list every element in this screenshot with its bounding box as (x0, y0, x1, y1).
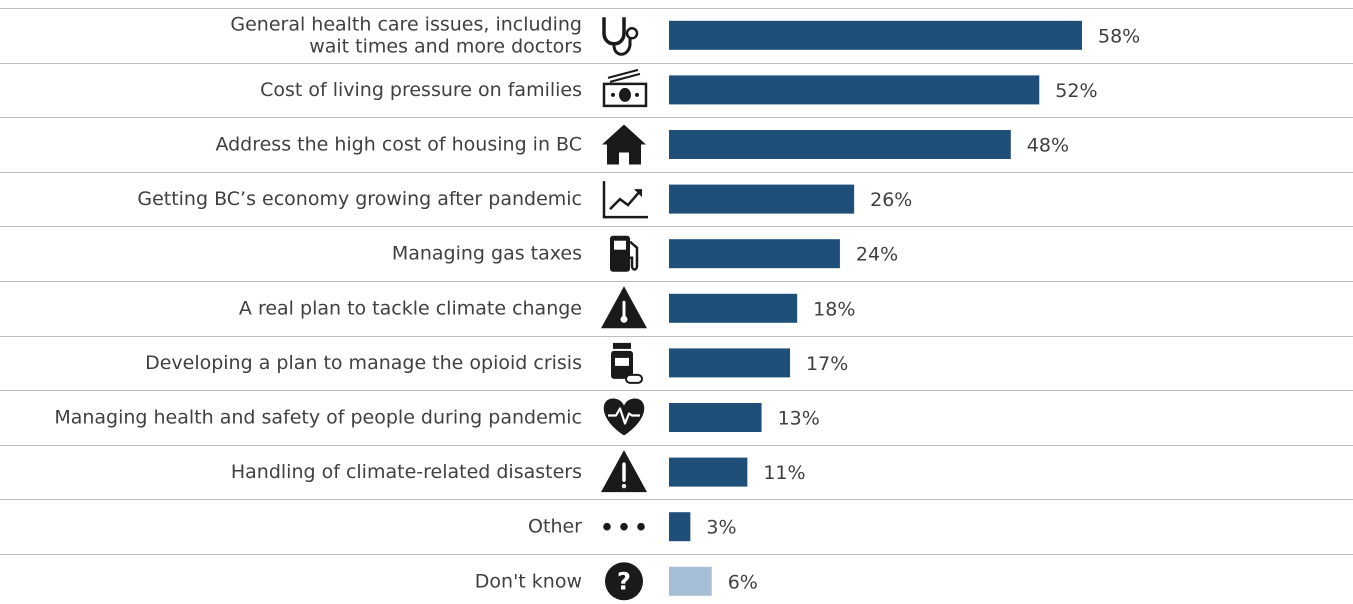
question-icon: ? (605, 562, 643, 601)
growth-chart-icon (602, 181, 648, 219)
bar (669, 566, 712, 596)
bars (669, 20, 1082, 596)
bar (669, 457, 748, 487)
money-icon (602, 68, 648, 108)
bar (669, 20, 1082, 50)
row-separators (0, 8, 1353, 555)
stethoscope-icon (602, 17, 639, 56)
value-label: 52% (1055, 80, 1097, 102)
svg-text:?: ? (617, 567, 631, 595)
value-label: 58% (1098, 25, 1140, 47)
gas-pump-icon (610, 235, 639, 272)
category-label: Getting BC’s economy growing after pande… (137, 188, 582, 210)
category-label: A real plan to tackle climate change (239, 297, 582, 319)
value-label: 11% (763, 462, 805, 484)
category-label: General health care issues, including (230, 13, 582, 35)
bar (669, 184, 855, 214)
value-label: 48% (1027, 135, 1069, 157)
pill-bottle-icon (611, 342, 643, 384)
warning-icon (601, 450, 647, 493)
category-label: Managing health and safety of people dur… (54, 407, 582, 429)
bar (669, 512, 691, 542)
value-label: 17% (806, 353, 848, 375)
category-labels: General health care issues, includingwai… (54, 13, 582, 592)
bar (669, 348, 791, 378)
value-label: 13% (778, 408, 820, 430)
value-label: 6% (728, 571, 758, 593)
value-label: 24% (856, 244, 898, 266)
bar (669, 130, 1011, 159)
heartbeat-icon (603, 398, 645, 436)
value-label: 18% (813, 298, 855, 320)
category-label: Handling of climate-related disasters (231, 461, 582, 483)
bar (669, 293, 798, 323)
category-label: Cost of living pressure on families (260, 79, 582, 101)
category-label: Other (528, 516, 582, 538)
value-label: 3% (706, 517, 736, 539)
value-labels: 58% 52% 48% 26% 24% 18% 17% 13% 11% 3% 6% (706, 25, 1140, 593)
category-label: Managing gas taxes (392, 243, 582, 265)
bar (669, 403, 762, 432)
category-label: Developing a plan to manage the opioid c… (145, 352, 582, 374)
category-label: Address the high cost of housing in BC (215, 134, 582, 156)
ellipsis-icon (603, 522, 645, 531)
value-label: 26% (870, 189, 912, 211)
category-label: Don't know (475, 570, 582, 592)
bar (669, 239, 840, 269)
category-icons: ? (601, 17, 648, 601)
thermometer-warning-icon (601, 286, 647, 329)
bar (669, 75, 1040, 105)
house-icon (602, 124, 646, 165)
category-label: wait times and more doctors (309, 35, 582, 57)
